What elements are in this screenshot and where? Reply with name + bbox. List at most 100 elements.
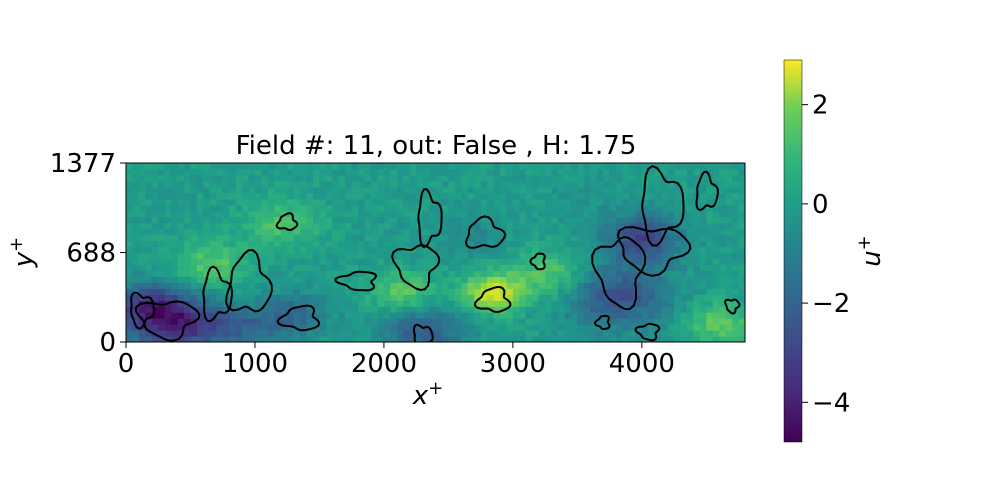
heatmap-cell — [506, 330, 514, 337]
heatmap-cell — [319, 222, 327, 230]
heatmap-cell — [448, 264, 456, 271]
heatmap-cell — [416, 192, 424, 200]
heatmap-cell — [377, 318, 385, 325]
heatmap-cell — [416, 240, 424, 248]
heatmap-cell — [725, 198, 733, 206]
heatmap-cell — [422, 258, 430, 266]
heatmap-cell — [667, 258, 675, 266]
heatmap-cell — [319, 264, 327, 271]
heatmap-cell — [190, 216, 198, 224]
heatmap-cell — [558, 282, 566, 289]
heatmap-cell — [454, 168, 462, 176]
heatmap-cell — [345, 288, 353, 295]
heatmap-cell — [551, 174, 559, 182]
heatmap-cell — [287, 204, 295, 212]
heatmap-cell — [603, 168, 611, 176]
heatmap-cell — [570, 294, 578, 301]
heatmap-cell — [306, 186, 314, 194]
heatmap-cell — [409, 174, 417, 182]
heatmap-cell — [441, 270, 449, 277]
heatmap-cell — [222, 174, 230, 182]
heatmap-cell — [493, 294, 501, 301]
contour-lines — [129, 164, 741, 342]
heatmap-cell — [493, 216, 501, 224]
heatmap-cell — [138, 210, 146, 218]
heatmap-cell — [164, 276, 172, 283]
heatmap-cell — [467, 234, 475, 242]
heatmap-cell — [126, 240, 134, 248]
heatmap-cell — [267, 324, 275, 331]
heatmap-cell — [345, 192, 353, 200]
heatmap-cell — [506, 192, 514, 200]
heatmap-cell — [506, 174, 514, 182]
heatmap-cell — [177, 270, 185, 277]
heatmap-cell — [545, 330, 553, 337]
heatmap-cell — [396, 216, 404, 224]
heatmap-cell — [487, 204, 495, 212]
heatmap-cell — [558, 318, 566, 325]
heatmap-cell — [196, 163, 204, 170]
heatmap-cell — [364, 318, 372, 325]
heatmap-cell — [158, 294, 166, 301]
heatmap-cell — [583, 258, 591, 266]
heatmap-cell — [312, 258, 321, 266]
heatmap-cell — [158, 330, 166, 337]
heatmap-cell — [564, 174, 572, 182]
heatmap-cell — [467, 258, 475, 266]
heatmap-cell — [467, 252, 475, 260]
heatmap-cell — [158, 306, 166, 313]
heatmap-cell — [499, 198, 508, 206]
heatmap-cell — [616, 198, 624, 206]
heatmap-cell — [242, 318, 250, 325]
heatmap-cell — [332, 240, 340, 248]
heatmap-cell — [158, 198, 166, 206]
heatmap-cell — [390, 300, 398, 307]
heatmap-cell — [338, 210, 346, 218]
heatmap-cell — [648, 306, 656, 313]
heatmap-cell — [274, 222, 282, 230]
heatmap-cell — [177, 276, 185, 283]
heatmap-cell — [519, 264, 527, 271]
chart-title: Field #: 11, out: False , H: 1.75 — [236, 131, 637, 161]
heatmap-cell — [622, 240, 630, 248]
heatmap-cell — [441, 276, 449, 283]
heatmap-cell — [126, 318, 134, 325]
heatmap-cell — [151, 216, 159, 224]
heatmap-cell — [564, 180, 572, 188]
heatmap-cell — [583, 294, 591, 301]
heatmap-cell — [738, 312, 745, 319]
heatmap-cell — [545, 163, 553, 170]
heatmap-cell — [319, 234, 327, 242]
heatmap-cell — [590, 210, 598, 218]
heatmap-cell — [254, 198, 263, 206]
heatmap-cell — [441, 312, 449, 319]
heatmap-cell — [686, 240, 695, 248]
heatmap-cell — [654, 294, 662, 301]
heatmap-cell — [358, 258, 366, 266]
heatmap-cell — [551, 318, 559, 325]
heatmap-cell — [577, 318, 585, 325]
heatmap-cell — [261, 336, 269, 342]
heatmap-cell — [641, 163, 649, 170]
heatmap-cell — [603, 174, 611, 182]
colorbar-tick-label: 2 — [812, 91, 829, 121]
heatmap-cell — [596, 288, 604, 295]
heatmap-cell — [693, 264, 701, 271]
heatmap-cell — [635, 318, 643, 325]
heatmap-cell — [216, 163, 224, 170]
heatmap-cell — [487, 222, 495, 230]
heatmap-cell — [590, 222, 598, 230]
heatmap-cell — [616, 264, 624, 271]
heatmap-cell — [158, 264, 166, 271]
heatmap-cell — [441, 300, 449, 307]
heatmap-cell — [441, 246, 449, 254]
heatmap-cell — [287, 252, 295, 260]
heatmap-cell — [732, 312, 740, 319]
heatmap-cell — [506, 222, 514, 230]
heatmap-cell — [577, 312, 585, 319]
heatmap-cell — [674, 282, 682, 289]
heatmap-cell — [158, 300, 166, 307]
heatmap-cell — [719, 306, 727, 313]
heatmap-cell — [622, 324, 630, 331]
heatmap-cell — [377, 300, 385, 307]
